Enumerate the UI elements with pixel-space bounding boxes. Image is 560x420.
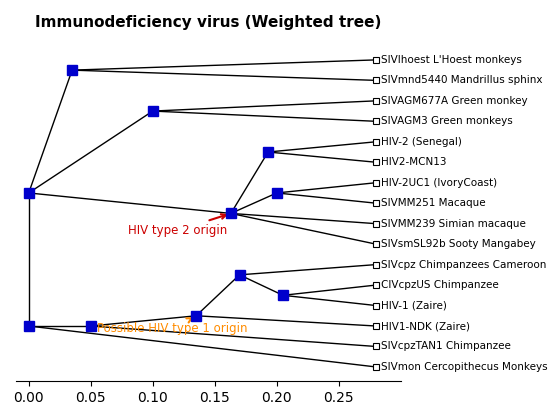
Text: SIVMM251 Macaque: SIVMM251 Macaque bbox=[381, 198, 486, 208]
Text: HIV-1 (Zaire): HIV-1 (Zaire) bbox=[381, 301, 447, 310]
Title: Immunodeficiency virus (Weighted tree): Immunodeficiency virus (Weighted tree) bbox=[35, 15, 382, 30]
Text: SIVAGM677A Green monkey: SIVAGM677A Green monkey bbox=[381, 96, 528, 106]
Text: HIV1-NDK (Zaire): HIV1-NDK (Zaire) bbox=[381, 321, 470, 331]
Text: SIVsmSL92b Sooty Mangabey: SIVsmSL92b Sooty Mangabey bbox=[381, 239, 536, 249]
Text: HIV2-MCN13: HIV2-MCN13 bbox=[381, 157, 446, 167]
Text: HIV type 2 origin: HIV type 2 origin bbox=[128, 214, 227, 237]
Text: Possible HIV type 1 origin: Possible HIV type 1 origin bbox=[97, 318, 248, 335]
Text: CIVcpzUS Chimpanzee: CIVcpzUS Chimpanzee bbox=[381, 280, 499, 290]
Text: SIVcpzTAN1 Chimpanzee: SIVcpzTAN1 Chimpanzee bbox=[381, 341, 511, 352]
Text: HIV-2 (Senegal): HIV-2 (Senegal) bbox=[381, 137, 462, 147]
Text: SIVAGM3 Green monkeys: SIVAGM3 Green monkeys bbox=[381, 116, 513, 126]
Text: SIVmon Cercopithecus Monkeys: SIVmon Cercopithecus Monkeys bbox=[381, 362, 548, 372]
Text: SIVcpz Chimpanzees Cameroon: SIVcpz Chimpanzees Cameroon bbox=[381, 260, 547, 270]
Text: SIVmnd5440 Mandrillus sphinx: SIVmnd5440 Mandrillus sphinx bbox=[381, 75, 543, 85]
Text: SIVMM239 Simian macaque: SIVMM239 Simian macaque bbox=[381, 219, 526, 228]
Text: SIVlhoest L'Hoest monkeys: SIVlhoest L'Hoest monkeys bbox=[381, 55, 522, 65]
Text: HIV-2UC1 (IvoryCoast): HIV-2UC1 (IvoryCoast) bbox=[381, 178, 497, 188]
